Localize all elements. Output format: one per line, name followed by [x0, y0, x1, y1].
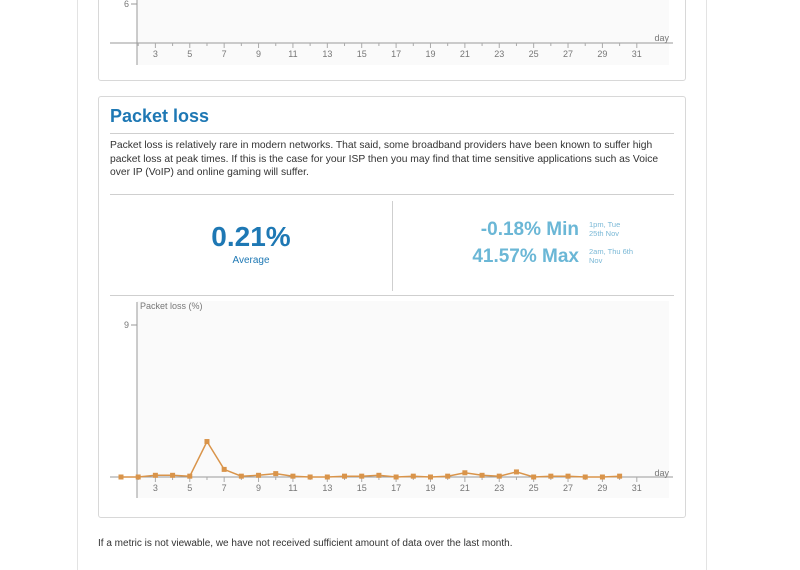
- chart-top-divider: [110, 295, 674, 296]
- data-point: [273, 471, 279, 477]
- top-x-tick-label: 9: [256, 49, 261, 59]
- average-value: 0.21%: [211, 221, 291, 252]
- y-axis-label: Packet loss (%): [140, 301, 203, 311]
- data-point: [548, 473, 554, 479]
- packet-loss-card: Packet loss Packet loss is relatively ra…: [98, 96, 686, 518]
- top-x-axis-label: day: [654, 33, 669, 43]
- data-point: [531, 474, 537, 480]
- data-point: [342, 473, 348, 479]
- packet-loss-title: Packet loss: [110, 106, 210, 126]
- data-point: [496, 473, 502, 479]
- x-tick-label: 25: [529, 483, 539, 493]
- x-tick-label: 7: [222, 483, 227, 493]
- top-x-tick-label: 29: [597, 49, 607, 59]
- top-x-tick-label: 7: [222, 49, 227, 59]
- x-tick-label: 3: [153, 483, 158, 493]
- x-tick-label: 27: [563, 483, 573, 493]
- footer-note: If a metric is not viewable, we have not…: [98, 538, 513, 549]
- min-timestamp-line1: 1pm, Tue: [589, 220, 621, 229]
- max-value: 41.57% Max: [472, 246, 579, 267]
- x-tick-label: 31: [632, 483, 642, 493]
- data-point: [393, 474, 399, 480]
- x-tick-label: 19: [425, 483, 435, 493]
- data-point: [238, 473, 244, 479]
- packet-loss-chart: Packet loss (%) day 9 3 5 7 9 11 13 15 17 19 21 23 25 2…: [110, 301, 673, 498]
- min-timestamp-line2: 25th Nov: [589, 228, 620, 238]
- top-x-tick-label: 31: [632, 49, 642, 59]
- top-plot-background: [137, 0, 669, 65]
- data-point: [617, 473, 623, 479]
- data-point: [376, 472, 382, 478]
- x-tick-label: 5: [187, 483, 192, 493]
- x-tick-label: 9: [256, 483, 261, 493]
- top-y-tick-label: 6: [124, 0, 129, 9]
- packet-loss-series-line: [121, 439, 620, 478]
- data-point: [445, 473, 451, 479]
- data-point: [359, 473, 365, 479]
- min-stat: -0.18% Min 1pm, Tue 25th Nov: [393, 219, 673, 247]
- stats-vertical-divider: [392, 201, 393, 291]
- data-point: [427, 474, 433, 480]
- plot-background: [137, 301, 669, 498]
- data-point: [307, 474, 313, 480]
- data-point: [462, 470, 468, 476]
- x-tick-label: 29: [597, 483, 607, 493]
- data-point: [513, 469, 519, 475]
- data-point: [565, 473, 571, 479]
- min-value: -0.18% Min: [480, 219, 579, 240]
- x-axis-label: day: [654, 468, 669, 478]
- max-timestamp-line1: 2am, Thu 6th: [589, 247, 634, 256]
- data-point: [479, 472, 485, 478]
- top-x-tick-label: 5: [187, 49, 192, 59]
- x-tick-label: 23: [494, 483, 504, 493]
- data-point: [582, 474, 588, 480]
- max-timestamp: 2am, Thu 6th Nov: [589, 247, 649, 265]
- top-x-tick-label: 17: [391, 49, 401, 59]
- data-point: [324, 474, 330, 480]
- x-tick-label: 17: [391, 483, 401, 493]
- data-point: [256, 472, 262, 478]
- top-x-tick-label: 15: [357, 49, 367, 59]
- data-point: [290, 473, 296, 479]
- top-x-tick-label: 11: [288, 49, 297, 59]
- data-point: [170, 472, 176, 478]
- average-label: Average: [232, 255, 270, 266]
- x-tick-label: 21: [460, 483, 470, 493]
- data-point: [187, 473, 193, 479]
- previous-metric-chart: 6 day 3 5 7 9 11 13 15 17 19 21 23 25 27 29 31: [110, 0, 673, 65]
- data-point: [410, 473, 416, 479]
- max-timestamp-line2: Nov: [589, 255, 603, 265]
- top-x-tick-label: 27: [563, 49, 573, 59]
- top-x-tick-label: 21: [460, 49, 470, 59]
- x-tick-label: 13: [322, 483, 332, 493]
- x-tick-label: 15: [357, 483, 367, 493]
- data-point: [118, 474, 124, 480]
- title-divider: [110, 133, 674, 134]
- min-timestamp: 1pm, Tue 25th Nov: [589, 220, 649, 238]
- x-tick-label: 11: [288, 483, 297, 493]
- top-x-tick-label: 13: [322, 49, 332, 59]
- top-x-tick-label: 25: [529, 49, 539, 59]
- data-point: [204, 439, 210, 445]
- max-stat: 41.57% Max 2am, Thu 6th Nov: [393, 246, 673, 274]
- top-x-tick-label: 3: [153, 49, 158, 59]
- data-point: [599, 474, 605, 480]
- data-point: [221, 466, 227, 472]
- packet-loss-description: Packet loss is relatively rare in modern…: [110, 140, 659, 179]
- stats-top-divider: [110, 194, 674, 195]
- data-point: [152, 472, 158, 478]
- top-x-tick-label: 23: [494, 49, 504, 59]
- previous-metric-card: 6 day 3 5 7 9 11 13 15 17 19 21 23 25 27 29 31: [98, 0, 686, 81]
- data-point: [135, 474, 141, 480]
- y-tick-label: 9: [124, 320, 129, 330]
- top-x-tick-label: 19: [425, 49, 435, 59]
